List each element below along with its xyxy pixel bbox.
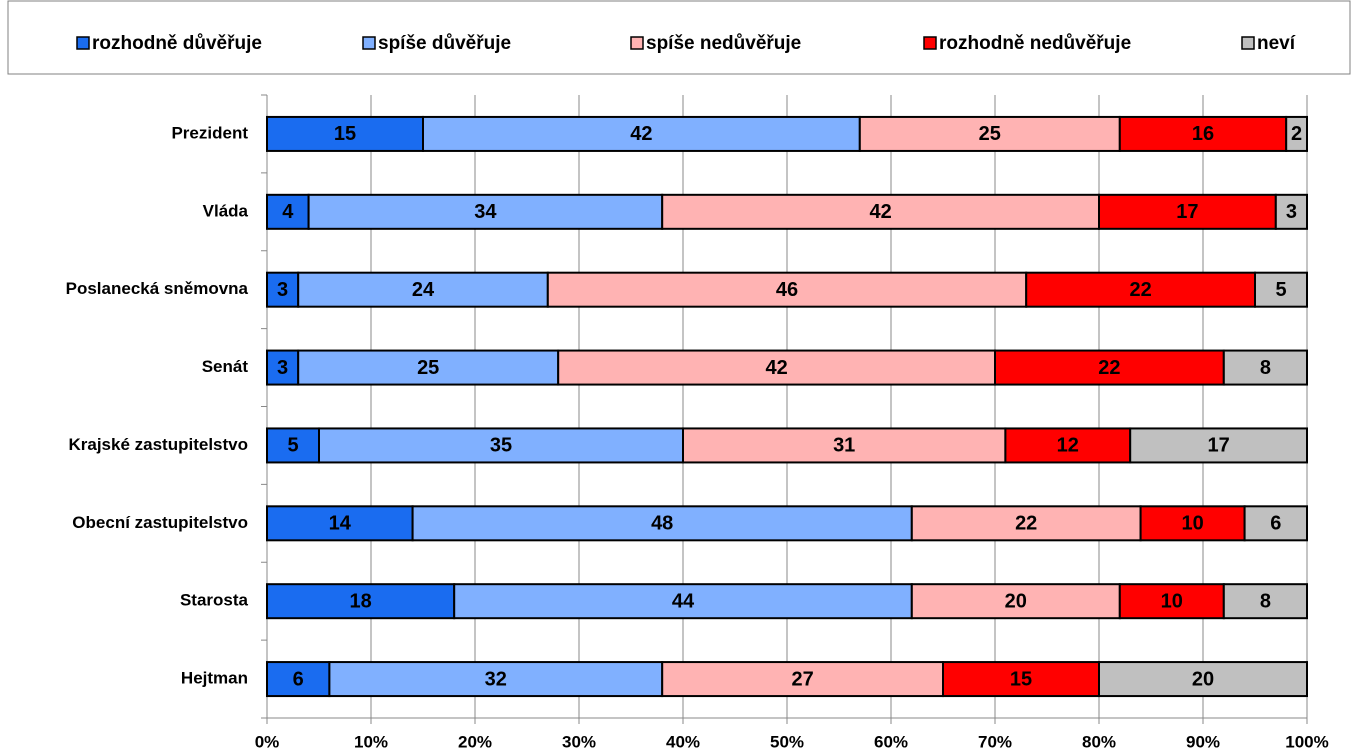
value-label: 5 <box>287 435 298 457</box>
bar-segment <box>1129 427 1308 464</box>
bar-segment <box>994 349 1225 386</box>
value-label: 22 <box>1015 513 1037 535</box>
bar-segment <box>307 193 664 230</box>
category-label: Vláda <box>203 201 249 220</box>
legend-box <box>7 0 1351 75</box>
value-label: 35 <box>490 435 512 457</box>
legend-swatch <box>630 36 644 50</box>
bar-segment <box>858 115 1121 152</box>
x-tick-label: 70% <box>978 732 1012 751</box>
value-label: 15 <box>1010 668 1032 690</box>
value-label: 18 <box>349 590 371 612</box>
value-label: 6 <box>1270 513 1281 535</box>
category-label: Krajské zastupitelstvo <box>68 435 248 454</box>
value-label: 15 <box>334 123 356 145</box>
bar-segment <box>910 505 1142 542</box>
category-label: Hejtman <box>181 669 248 688</box>
value-label: 16 <box>1192 123 1214 145</box>
value-label: 20 <box>1005 590 1027 612</box>
bar-segment <box>1254 271 1308 308</box>
bar-segment <box>411 505 913 542</box>
x-tick-label: 0% <box>255 732 280 751</box>
bar-segment <box>1118 115 1288 152</box>
value-label: 24 <box>412 279 435 301</box>
value-label: 48 <box>651 513 673 535</box>
category-label: Prezident <box>171 123 248 142</box>
value-label: 32 <box>485 668 507 690</box>
value-label: 2 <box>1291 123 1302 145</box>
x-tick-label: 100% <box>1285 732 1328 751</box>
x-tick-label: 20% <box>458 732 492 751</box>
bar-segment <box>1222 349 1309 386</box>
value-label: 25 <box>417 357 439 379</box>
legend-swatch <box>362 36 376 50</box>
value-label: 6 <box>293 668 304 690</box>
value-label: 14 <box>329 513 352 535</box>
value-label: 4 <box>282 201 294 223</box>
bar-segment <box>1274 193 1309 230</box>
value-label: 8 <box>1260 357 1271 379</box>
value-label: 8 <box>1260 590 1271 612</box>
category-label: Obecní zastupitelstvo <box>72 513 248 532</box>
category-label: Starosta <box>180 591 249 610</box>
legend-label: rozhodně důvěřuje <box>92 33 262 54</box>
bar-segment <box>266 349 300 386</box>
value-label: 22 <box>1129 279 1151 301</box>
bar-segment <box>422 115 861 152</box>
bar-segment <box>266 427 320 464</box>
x-tick-label: 40% <box>666 732 700 751</box>
value-label: 12 <box>1057 435 1079 457</box>
bar-segment <box>1222 583 1309 620</box>
bar-segment <box>1098 661 1308 698</box>
value-label: 10 <box>1181 513 1203 535</box>
value-label: 34 <box>474 201 497 223</box>
value-label: 25 <box>979 123 1001 145</box>
legend-label: rozhodně nedůvěřuje <box>939 33 1131 54</box>
value-label: 20 <box>1192 668 1214 690</box>
bar-segment <box>1004 427 1132 464</box>
x-tick-label: 30% <box>562 732 596 751</box>
bar-segment <box>910 583 1121 620</box>
value-label: 27 <box>791 668 813 690</box>
bar-segment <box>328 661 664 698</box>
bar-segment <box>1118 583 1225 620</box>
bar-segment <box>1243 505 1308 542</box>
legend-swatch <box>923 36 937 50</box>
value-label: 3 <box>1286 201 1297 223</box>
value-label: 17 <box>1207 435 1229 457</box>
bar-segment <box>297 349 560 386</box>
x-tick-label: 60% <box>874 732 908 751</box>
legend-swatch <box>1241 36 1255 50</box>
bar-segment <box>661 661 944 698</box>
x-tick-label: 50% <box>770 732 804 751</box>
value-label: 42 <box>869 201 891 223</box>
value-label: 5 <box>1275 279 1286 301</box>
bar-segment <box>266 505 414 542</box>
value-label: 42 <box>630 123 652 145</box>
x-tick-label: 10% <box>354 732 388 751</box>
value-label: 3 <box>277 357 288 379</box>
bar-segment <box>942 661 1100 698</box>
bar-segment <box>1285 115 1308 152</box>
value-label: 46 <box>776 279 798 301</box>
value-label: 10 <box>1161 590 1183 612</box>
category-label: Senát <box>202 357 249 376</box>
bar-segment <box>266 115 424 152</box>
x-tick-label: 90% <box>1186 732 1220 751</box>
bar-segment <box>1098 193 1277 230</box>
value-label: 3 <box>277 279 288 301</box>
bar-segment <box>297 271 549 308</box>
legend-label: spíše důvěřuje <box>378 33 511 54</box>
value-label: 42 <box>765 357 787 379</box>
value-label: 31 <box>833 435 855 457</box>
category-label: Poslanecká sněmovna <box>66 279 249 298</box>
value-label: 17 <box>1176 201 1198 223</box>
legend-label: neví <box>1257 33 1296 54</box>
value-label: 22 <box>1098 357 1120 379</box>
legend-swatch <box>76 36 90 50</box>
legend-label: spíše nedůvěřuje <box>646 33 801 54</box>
value-label: 44 <box>672 590 695 612</box>
x-tick-label: 80% <box>1082 732 1116 751</box>
